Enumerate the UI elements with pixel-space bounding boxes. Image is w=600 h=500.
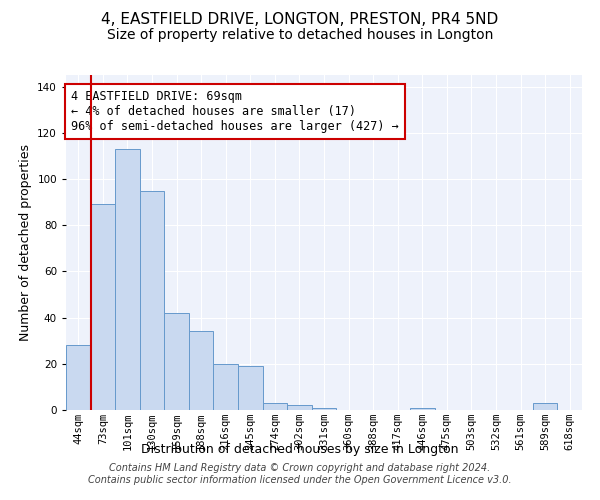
Bar [287,406,312,410]
Bar [214,364,238,410]
Bar [66,346,91,410]
Bar [263,403,287,410]
Bar [189,332,214,410]
Bar [140,190,164,410]
Bar [115,149,140,410]
Text: Contains HM Land Registry data © Crown copyright and database right 2024.
Contai: Contains HM Land Registry data © Crown c… [88,464,512,485]
Bar [533,403,557,410]
Bar [312,408,336,410]
Text: 4, EASTFIELD DRIVE, LONGTON, PRESTON, PR4 5ND: 4, EASTFIELD DRIVE, LONGTON, PRESTON, PR… [101,12,499,28]
Bar [410,408,434,410]
Bar [238,366,263,410]
Y-axis label: Number of detached properties: Number of detached properties [19,144,32,341]
Text: 4 EASTFIELD DRIVE: 69sqm
← 4% of detached houses are smaller (17)
96% of semi-de: 4 EASTFIELD DRIVE: 69sqm ← 4% of detache… [71,90,399,133]
Text: Size of property relative to detached houses in Longton: Size of property relative to detached ho… [107,28,493,42]
Bar [91,204,115,410]
Text: Distribution of detached houses by size in Longton: Distribution of detached houses by size … [141,442,459,456]
Bar [164,313,189,410]
